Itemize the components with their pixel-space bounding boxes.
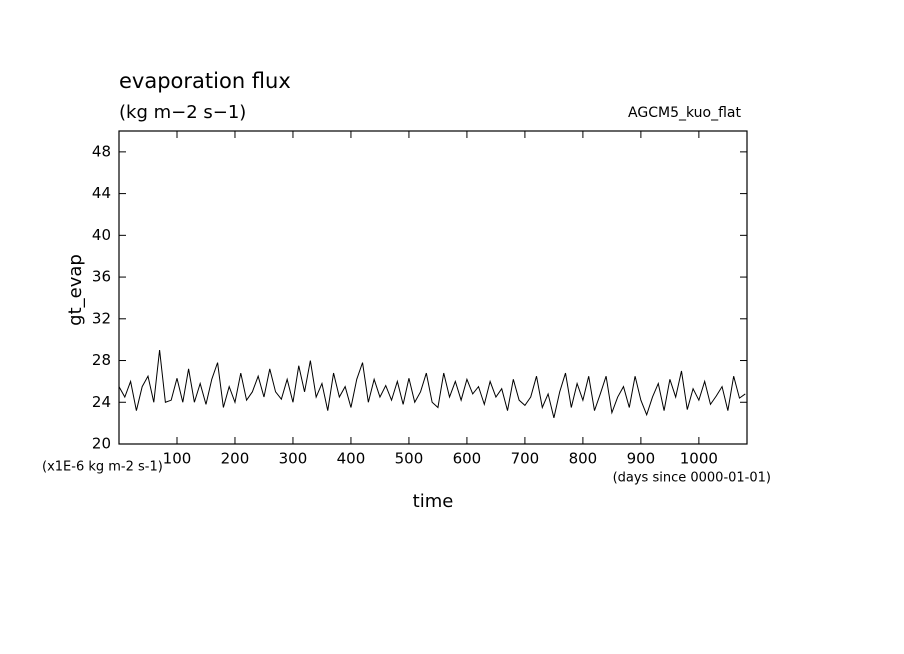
x-tick-label: 200 [221,450,250,468]
data-line [118,350,746,419]
x-tick-label: 600 [453,450,482,468]
x-tick-label: 100 [163,450,192,468]
annotation: AGCM5_kuo_flat [628,105,741,121]
y-unit: (x1E-6 kg m-2 s-1) [42,460,163,475]
x-tick-label: 800 [569,450,598,468]
x-tick-label: 700 [511,450,540,468]
plot-frame [118,130,748,445]
y-tick-label: 48 [92,142,111,160]
y-tick-label: 28 [92,351,111,369]
y-tick-label: 20 [92,435,111,453]
x-tick-label: 1000 [680,450,718,468]
x-axis-label: time [413,491,454,512]
chart-title: evaporation flux [119,69,291,93]
y-tick-label: 44 [92,184,111,202]
x-tick-label: 500 [395,450,424,468]
y-tick-label: 24 [92,393,111,411]
y-tick-label: 40 [92,226,111,244]
chart-subtitle: (kg m−2 s−1) [119,102,246,123]
y-tick-label: 36 [92,268,111,286]
x-tick-label: 400 [337,450,366,468]
y-axis-label: gt_evap [65,254,86,326]
y-tick-label: 32 [92,309,111,327]
x-tick-label: 900 [627,450,656,468]
x-unit: (days since 0000-01-01) [613,471,771,486]
x-tick-label: 300 [279,450,308,468]
